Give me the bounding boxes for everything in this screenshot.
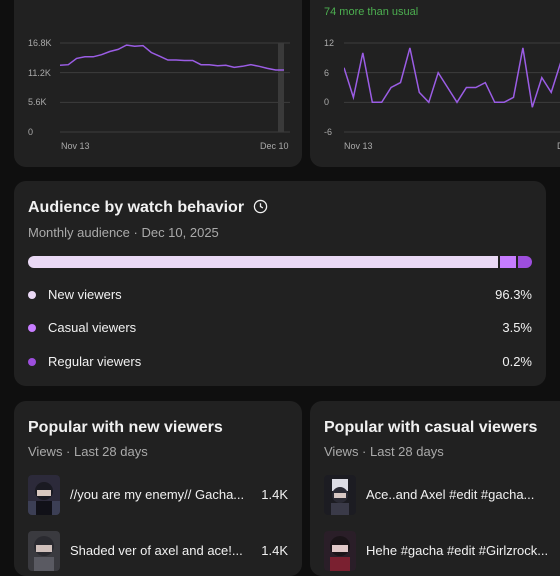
y-tick: 0 [324, 97, 330, 107]
audience-bar-segment [28, 256, 498, 268]
legend-item-casual-viewers: Casual viewers 3.5% [28, 318, 532, 338]
card-subtitle: Views · Last 28 days [324, 444, 444, 459]
x-tick: D [557, 141, 560, 151]
audience-bar-segment [500, 256, 516, 268]
card-subtitle: Views · Last 28 days [28, 444, 148, 459]
card-title: Popular with casual viewers [324, 419, 538, 436]
video-title[interactable]: Hehe #gacha #edit #Girlzrock... [366, 543, 549, 558]
subscribers-line-chart [344, 42, 560, 133]
legend-label: New viewers [48, 287, 122, 302]
y-tick: 0 [28, 127, 34, 137]
subscribers-chart-card: 74 more than usual 12 6 0 -6 Nov 13 D [310, 0, 560, 167]
legend-item-regular-viewers: Regular viewers 0.2% [28, 352, 532, 372]
video-thumbnail[interactable] [324, 531, 356, 571]
legend-value: 96.3% [495, 287, 532, 302]
popular-casual-viewers-card: Popular with casual viewers Views · Last… [310, 401, 560, 576]
video-thumbnail[interactable] [28, 531, 60, 571]
video-row[interactable]: Shaded ver of axel and ace!... 1.4K [28, 530, 288, 572]
audience-bar-segment [518, 256, 532, 268]
legend-value: 3.5% [502, 320, 532, 335]
x-tick: Nov 13 [344, 141, 373, 151]
y-tick: 5.6K [28, 97, 47, 107]
popular-new-viewers-card: Popular with new viewers Views · Last 28… [14, 401, 302, 576]
video-thumbnail[interactable] [28, 475, 60, 515]
chart-highlight-bar [278, 43, 284, 132]
y-tick: -6 [324, 127, 333, 137]
audience-stacked-bar [28, 256, 532, 268]
card-title: Audience by watch behavior [28, 199, 245, 216]
legend-dot [28, 291, 36, 299]
x-tick: Dec 10 [260, 141, 289, 151]
card-title: Popular with new viewers [28, 419, 223, 436]
chart-subtitle: 74 more than usual [324, 6, 419, 18]
views-line-chart [60, 42, 290, 133]
y-tick: 16.8K [28, 38, 52, 48]
legend-value: 0.2% [502, 354, 532, 369]
video-row[interactable]: Hehe #gacha #edit #Girlzrock... [324, 530, 560, 572]
video-title[interactable]: Ace..and Axel #edit #gacha... [366, 487, 535, 502]
views-chart-card: 16.8K 11.2K 5.6K 0 Nov 13 Dec 10 [14, 0, 302, 167]
legend-label: Casual viewers [48, 320, 137, 335]
y-tick: 12 [324, 38, 335, 48]
video-title[interactable]: Shaded ver of axel and ace!... [70, 543, 243, 558]
card-subtitle: Monthly audience · Dec 10, 2025 [28, 225, 219, 240]
video-row[interactable]: Ace..and Axel #edit #gacha... [324, 474, 560, 516]
series-line [60, 44, 284, 71]
x-tick: Nov 13 [61, 141, 90, 151]
video-title[interactable]: //you are my enemy// Gacha... [70, 487, 245, 502]
legend-item-new-viewers: New viewers 96.3% [28, 285, 532, 305]
y-tick: 11.2K [28, 68, 51, 78]
audience-legend: New viewers 96.3% Casual viewers 3.5% Re… [28, 285, 532, 375]
audience-header: Audience by watch behavior [28, 199, 268, 219]
video-views: 1.4K [261, 487, 288, 502]
audience-card: Audience by watch behavior Monthly audie… [14, 181, 546, 386]
video-thumbnail[interactable] [324, 475, 356, 515]
info-clock-icon[interactable] [253, 199, 268, 219]
legend-label: Regular viewers [48, 354, 142, 369]
series-line [344, 47, 560, 108]
y-tick: 6 [324, 68, 330, 78]
legend-dot [28, 358, 36, 366]
video-row[interactable]: //you are my enemy// Gacha... 1.4K [28, 474, 288, 516]
video-views: 1.4K [261, 543, 288, 558]
legend-dot [28, 324, 36, 332]
